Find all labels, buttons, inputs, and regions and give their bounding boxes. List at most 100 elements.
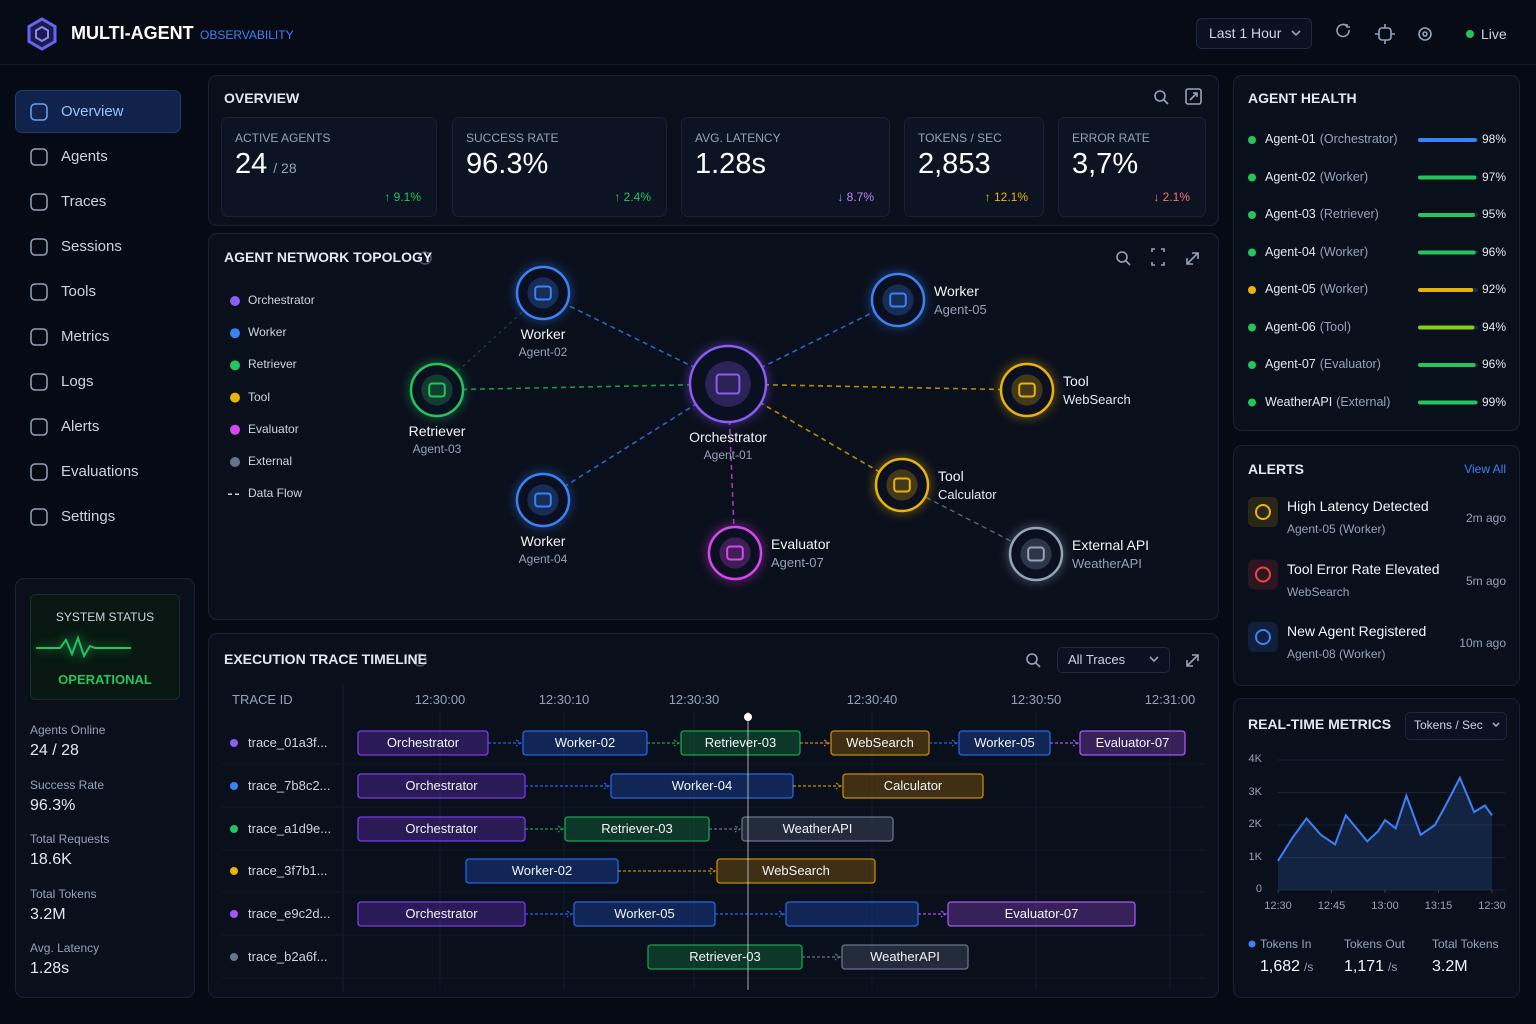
live-dot xyxy=(1466,30,1474,38)
nav-active[interactable] xyxy=(15,90,181,133)
rt-stat-label: Tokens In xyxy=(1260,937,1312,951)
node xyxy=(1008,526,1064,582)
flow-arrow xyxy=(488,739,523,747)
node-sub: Agent-03 xyxy=(412,442,462,456)
legend-label: Evaluator xyxy=(248,421,299,436)
card-delta: ↑ 12.1% xyxy=(984,190,1028,204)
legend-dot xyxy=(230,296,240,306)
status-dot xyxy=(1248,286,1256,294)
nav-item[interactable]: Logs xyxy=(61,373,94,390)
nav-icon xyxy=(30,283,48,301)
node xyxy=(515,265,571,321)
x-tick-label: 12:45 xyxy=(1317,900,1346,912)
health-value: 95% xyxy=(1481,207,1506,221)
nav-item[interactable]: Overview xyxy=(61,103,124,120)
card-value: 1.28s xyxy=(695,148,766,180)
time-label: 12:31:00 xyxy=(1144,692,1196,707)
node-icon xyxy=(534,492,552,508)
node-label: Tool xyxy=(938,468,964,484)
node-core xyxy=(527,277,559,309)
header-icons[interactable] xyxy=(413,23,1500,728)
nav-item[interactable]: Sessions xyxy=(61,238,122,255)
agent-row: Agent-07 (Evaluator) xyxy=(1265,357,1381,371)
card-value-row: 24 / 28 xyxy=(235,148,297,181)
span-label: Orchestrator xyxy=(405,821,478,836)
nav-item[interactable]: Evaluations xyxy=(61,463,139,480)
agent-name: Agent-04 xyxy=(1265,244,1316,259)
agent-name: Agent-05 xyxy=(1265,282,1316,296)
card-value-row: 3,7% xyxy=(1072,148,1138,181)
rt-stat-label: Total Tokens xyxy=(1432,937,1499,951)
nav-item[interactable]: Agents xyxy=(61,148,108,165)
node-label: Worker xyxy=(520,533,566,549)
status-dot xyxy=(1248,361,1256,369)
card-value: 2,853 xyxy=(918,148,991,180)
alert-title: High Latency Detected xyxy=(1287,498,1429,514)
nav-item[interactable]: Alerts xyxy=(61,418,100,435)
metric-selector[interactable] xyxy=(1405,712,1507,740)
nav-item[interactable]: Tools xyxy=(61,283,97,300)
selector-label: Tokens / Sec xyxy=(1414,718,1483,732)
agent-row: Agent-03 (Retriever) xyxy=(1265,207,1379,221)
span-label: Calculator xyxy=(883,778,943,793)
span-label: Worker-05 xyxy=(974,735,1035,750)
rt-stat-row: 1,682/s xyxy=(1260,958,1313,976)
span-bar xyxy=(1079,730,1186,756)
metric-card xyxy=(452,117,667,217)
agent-role: (Evaluator) xyxy=(1319,357,1381,371)
span-bar xyxy=(785,901,919,927)
node-sub: Agent-07 xyxy=(771,555,824,570)
nav-item[interactable]: Settings xyxy=(61,508,116,525)
trace-id: trace_e9c2d... xyxy=(248,906,331,921)
agent-role: (Retriever) xyxy=(1319,207,1379,221)
brand-subtitle: OBSERVABILITY xyxy=(200,28,294,42)
nav-icon xyxy=(30,508,48,526)
agent-name: Agent-02 xyxy=(1265,169,1316,184)
node-label: Evaluator xyxy=(771,536,831,552)
nav-icon xyxy=(30,193,48,211)
nav-item[interactable]: Metrics xyxy=(61,328,110,345)
filter-dropdown[interactable] xyxy=(1057,647,1170,673)
brand-title: MULTI-AGENT xyxy=(71,23,194,43)
legend-label: Data Flow xyxy=(248,486,303,501)
agent-name: WeatherAPI xyxy=(1265,394,1333,409)
y-tick-label: 0 xyxy=(1255,883,1262,895)
status-dot xyxy=(1248,173,1256,182)
logo xyxy=(27,17,57,51)
trace-dot xyxy=(230,825,238,833)
panel-title: OVERVIEW xyxy=(224,90,300,106)
node-core xyxy=(421,374,453,406)
card-label: ACTIVE AGENTS xyxy=(235,131,331,145)
time-range-button[interactable] xyxy=(1196,18,1312,49)
flow-arrow xyxy=(715,910,786,918)
metric-card xyxy=(681,117,890,217)
alert-icon-box xyxy=(1248,622,1278,652)
health-value: 96% xyxy=(1481,357,1506,371)
legend-label: Worker xyxy=(248,325,287,340)
alert-time: 10m ago xyxy=(1459,636,1506,650)
time-label: 12:30:30 xyxy=(668,692,720,707)
node-icon xyxy=(715,373,741,395)
node-icon xyxy=(893,477,911,493)
node xyxy=(874,457,930,513)
x-tick-label: 13:00 xyxy=(1371,900,1399,912)
nav-item[interactable]: Traces xyxy=(61,193,107,210)
node-icon xyxy=(726,545,744,561)
metric-card xyxy=(904,117,1044,217)
health-bar xyxy=(1418,213,1475,217)
view-all-link[interactable]: View All xyxy=(1464,462,1506,476)
span-label: WeatherAPI xyxy=(782,821,853,836)
trace-dot xyxy=(230,739,238,747)
stat-label: Avg. Latency xyxy=(30,941,100,955)
span-label: WebSearch xyxy=(762,863,830,878)
x-tick-label: 12:30 xyxy=(1478,900,1506,912)
span-label: Retriever-03 xyxy=(601,821,673,836)
y-tick-label: 4K xyxy=(1248,753,1262,765)
node-icon xyxy=(1027,546,1045,562)
span-label: WeatherAPI xyxy=(870,949,940,964)
agent-name: Agent-06 xyxy=(1265,319,1316,334)
trace-dot xyxy=(230,953,238,961)
